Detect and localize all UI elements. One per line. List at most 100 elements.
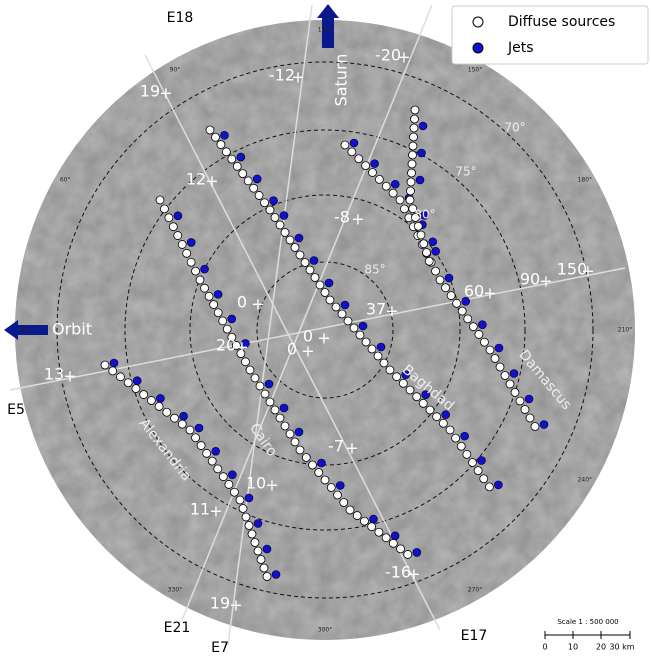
- jet: [294, 233, 304, 243]
- diffuse-source: [515, 396, 525, 406]
- diffuse-source: [196, 441, 206, 450]
- diffuse-source: [123, 378, 133, 388]
- diffuse-source: [468, 322, 478, 332]
- diffuse-source: [396, 544, 405, 554]
- diffuse-source: [373, 351, 383, 361]
- diffuse-source: [213, 308, 223, 318]
- jet: [417, 148, 426, 158]
- diffuse-source: [347, 147, 357, 157]
- diffuse-source: [431, 266, 440, 276]
- diffuse-source: [249, 183, 259, 193]
- jet: [420, 211, 429, 220]
- diffuse-source: [230, 487, 239, 497]
- diffuse-source: [280, 421, 290, 431]
- diffuse-source: [170, 413, 179, 423]
- diffuse-source: [355, 330, 365, 340]
- diffuse-source: [368, 168, 377, 177]
- track-label: 0: [237, 293, 247, 312]
- diffuse-source: [200, 283, 209, 293]
- diffuse-source: [418, 398, 428, 408]
- jet: [370, 159, 379, 168]
- legend-label: Diffuse sources: [508, 14, 615, 30]
- diffuse-source: [108, 366, 118, 376]
- tick-cross: +: [229, 596, 242, 615]
- jet: [236, 152, 246, 162]
- diffuse-source: [406, 177, 416, 187]
- jet: [335, 481, 345, 490]
- diffuse-source: [265, 205, 275, 215]
- longitude-label: 150°: [468, 67, 482, 74]
- diffuse-source: [438, 418, 448, 428]
- diffuse-source: [379, 358, 389, 368]
- diffuse-source: [211, 132, 220, 142]
- diffuse-source: [479, 474, 489, 484]
- diffuse-source: [310, 273, 320, 282]
- tick-cross: +: [291, 68, 304, 87]
- diffuse-source: [146, 396, 156, 405]
- diffuse-source: [388, 538, 398, 548]
- diffuse-source: [216, 140, 226, 149]
- diffuse-source: [204, 291, 214, 301]
- track-label: E21: [164, 620, 191, 636]
- jet: [200, 264, 209, 274]
- diffuse-source: [412, 392, 422, 402]
- diffuse-source: [254, 191, 264, 200]
- diffuse-source: [361, 337, 371, 347]
- diffuse-source: [185, 425, 195, 435]
- diffuse-source: [406, 186, 415, 196]
- diffuse-source: [100, 360, 110, 370]
- scale-tick: 30 km: [609, 643, 634, 652]
- legend-label: Jets: [507, 40, 534, 56]
- diffuse-source: [457, 306, 467, 316]
- diffuse-source: [462, 449, 472, 459]
- longitude-label: 90°: [170, 67, 181, 74]
- jet: [228, 470, 237, 479]
- tick-cross: +: [251, 295, 264, 314]
- jet: [509, 369, 519, 378]
- jet: [390, 531, 400, 541]
- diffuse-source: [525, 413, 535, 423]
- diffuse-source: [424, 256, 434, 266]
- diffuse-source: [247, 529, 257, 539]
- diffuse-source: [405, 195, 415, 205]
- diffuse-source: [301, 453, 311, 462]
- track-label: 0: [303, 327, 313, 346]
- jet: [539, 420, 549, 429]
- jet: [309, 256, 319, 265]
- diffuse-source: [275, 220, 285, 230]
- diffuse-source: [191, 433, 200, 443]
- track-label: E5: [7, 402, 25, 418]
- latitude-label: 80°: [414, 208, 435, 222]
- jet: [441, 410, 450, 419]
- diffuse-source: [510, 388, 520, 397]
- longitude-label: 60°: [60, 177, 71, 184]
- tick-cross: +: [351, 210, 364, 229]
- jet: [524, 394, 534, 404]
- source-dots: [100, 105, 549, 581]
- diffuse-source: [162, 407, 172, 417]
- tick-cross: +: [301, 342, 314, 361]
- diffuse-source: [374, 527, 384, 537]
- diffuse-source: [259, 563, 269, 573]
- jet: [494, 480, 503, 490]
- longitude-label: 210°: [618, 327, 632, 334]
- tick-cross: +: [539, 272, 552, 291]
- diffuse-source: [173, 231, 183, 240]
- diffuse-source: [186, 257, 196, 267]
- diffuse-source: [400, 204, 409, 214]
- jet: [294, 427, 304, 437]
- diffuse-source: [256, 555, 266, 564]
- jet: [186, 238, 196, 247]
- track-label: 19: [210, 594, 230, 613]
- jet: [421, 390, 430, 399]
- track-label: -7: [328, 437, 344, 456]
- diffuse-source: [270, 213, 280, 222]
- direction-arrows: [4, 4, 339, 340]
- jet: [211, 447, 220, 456]
- diffuse-source: [168, 222, 178, 232]
- diffuse-source: [314, 468, 324, 477]
- longitude-label: 30°: [20, 327, 31, 334]
- diffuse-source: [445, 425, 455, 435]
- diffuse-source: [480, 337, 489, 347]
- jet: [460, 431, 469, 441]
